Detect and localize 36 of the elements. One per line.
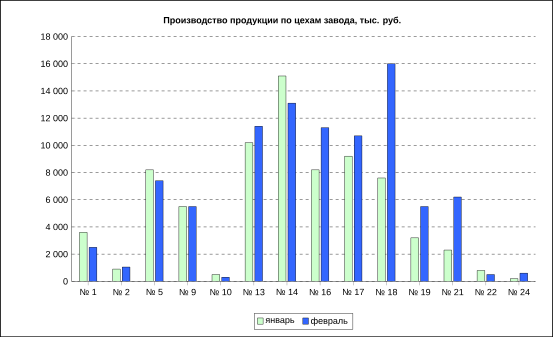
y-tick-label: 10 000 — [41, 142, 68, 148]
x-tick-label: № 10 — [210, 288, 232, 296]
chart-title: Производство продукции по цехам завода, тыс. руб. — [164, 16, 401, 26]
x-tick-label: № 24 — [508, 288, 530, 296]
x-tick-label: № 19 — [409, 288, 430, 296]
bar — [146, 170, 154, 282]
y-tick-label: 6 000 — [46, 196, 68, 203]
x-tick-label: № 14 — [276, 288, 298, 295]
bar — [344, 156, 352, 282]
y-tick-label: 12 000 — [41, 114, 68, 122]
x-tick-label: № 21 — [442, 288, 464, 296]
bar — [410, 238, 419, 282]
legend-label: февраль — [311, 317, 348, 326]
x-tick-label: № 22 — [476, 288, 496, 296]
x-tick-label: № 9 — [180, 288, 196, 296]
y-tick-label: 0 — [63, 278, 68, 284]
x-tick-label: № 2 — [114, 288, 130, 296]
x-tick-label: № 17 — [342, 288, 364, 295]
bar — [178, 206, 187, 282]
legend-label: январь — [265, 318, 294, 325]
y-tick-label: 18 000 — [41, 33, 68, 40]
bar — [79, 232, 88, 282]
y-tick-label: 16 000 — [41, 60, 68, 67]
y-tick-label: 8 000 — [46, 169, 68, 176]
y-tick-label: 14 000 — [41, 88, 68, 94]
x-tick-label: № 18 — [376, 288, 398, 296]
bar — [378, 178, 386, 282]
y-tick-label: 2 000 — [46, 250, 68, 258]
x-tick-label: № 5 — [146, 288, 163, 296]
x-tick-label: № 16 — [310, 288, 331, 296]
bar — [311, 170, 320, 282]
x-tick-label: № 13 — [244, 288, 265, 296]
bar — [278, 76, 286, 282]
bar — [245, 142, 253, 282]
y-tick-label: 4 000 — [46, 224, 68, 230]
x-tick-label: № 1 — [80, 288, 96, 295]
